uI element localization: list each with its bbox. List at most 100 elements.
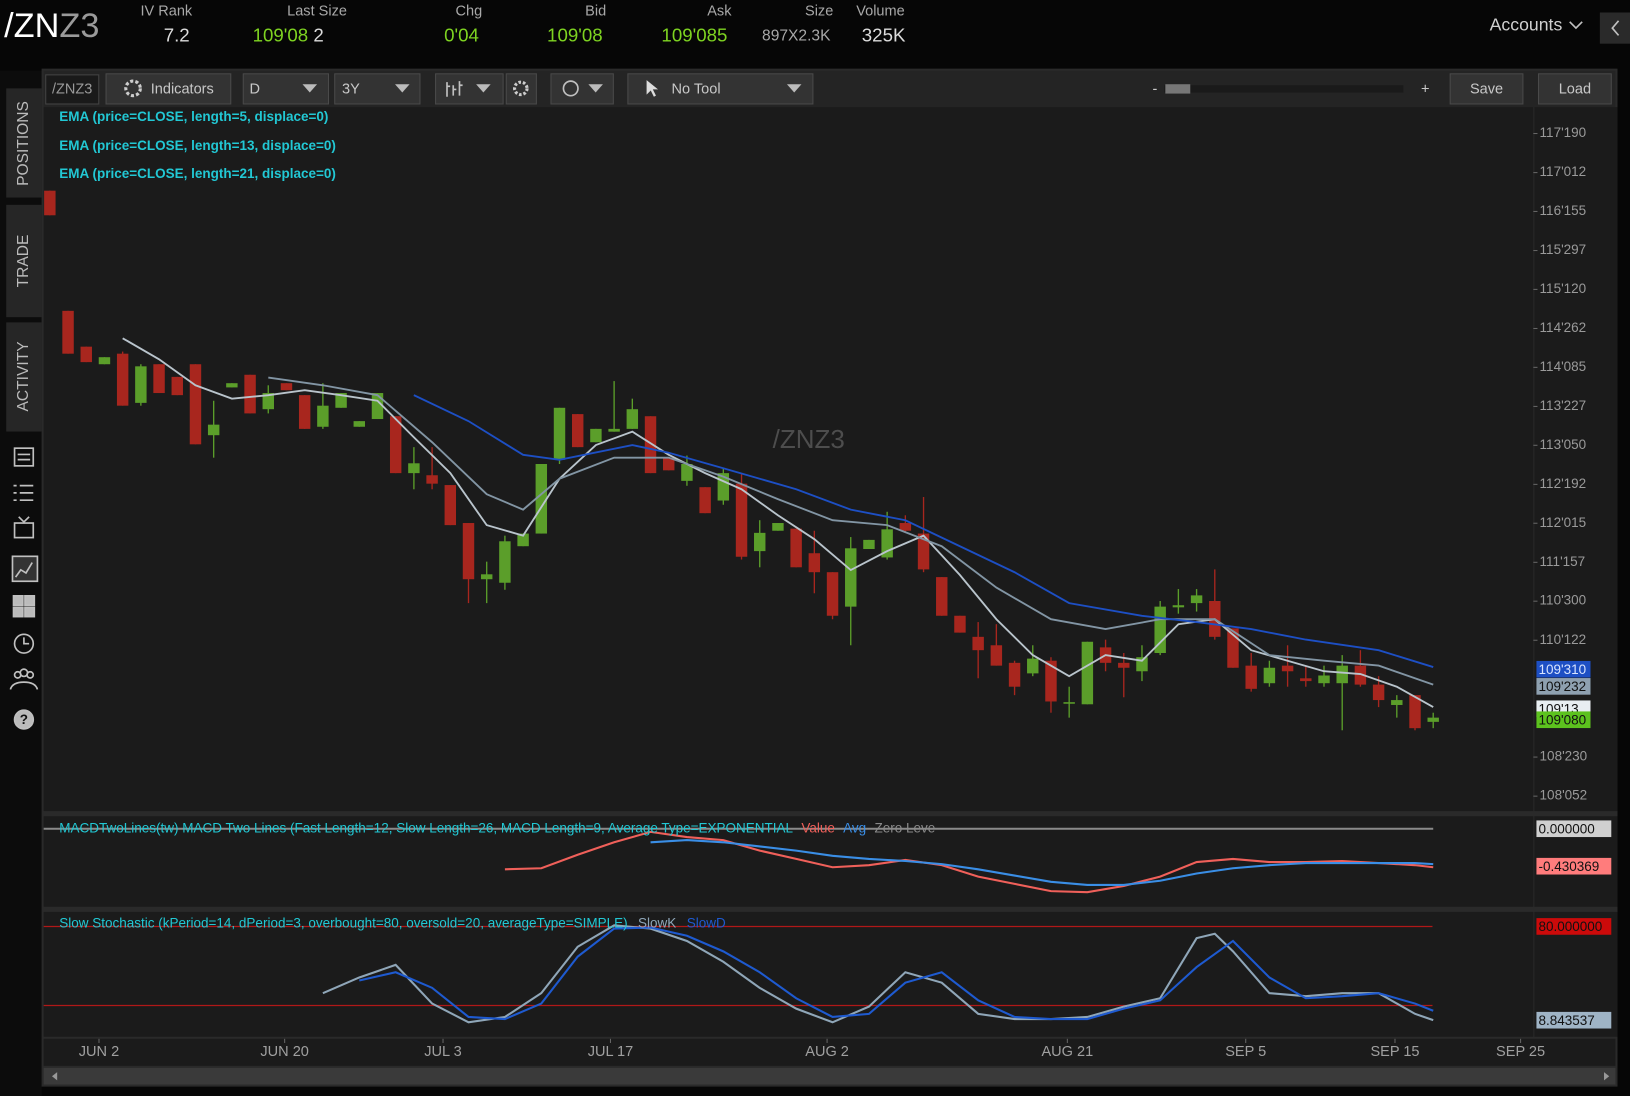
candle-body (972, 636, 984, 651)
field-label: IV Rank (140, 3, 192, 19)
field-label: Size (805, 3, 833, 19)
candle-body (62, 310, 74, 354)
y-tick-label: 112'015 (1540, 515, 1587, 530)
period-select[interactable] (334, 73, 421, 105)
accounts-chevron[interactable] (1569, 21, 1583, 30)
watermark: /ZNZ3 (773, 424, 845, 454)
candle-body (189, 364, 202, 445)
aggregation-label[interactable]: D (249, 81, 260, 97)
chart-type-select[interactable] (435, 73, 504, 105)
side-tab-label[interactable]: TRADE (15, 235, 32, 288)
candle-body (608, 428, 620, 432)
stoch-title: Slow Stochastic (kPeriod=14, dPeriod=3, … (59, 915, 627, 930)
load-button[interactable] (1538, 73, 1612, 105)
side-tab-label[interactable]: POSITIONS (15, 101, 32, 186)
drawing-select[interactable] (550, 73, 614, 105)
scrollbar[interactable] (43, 1067, 1616, 1085)
candle-body (480, 574, 493, 580)
candle-body (1063, 702, 1075, 704)
collapse-button[interactable] (1599, 12, 1630, 44)
candle-body (135, 366, 147, 403)
y-tick-label: 117'012 (1540, 164, 1587, 179)
candle-body (1263, 667, 1276, 684)
axis-box (1536, 918, 1612, 935)
field-label: Last Size (287, 3, 347, 19)
tool-label[interactable]: No Tool (672, 81, 721, 97)
side-tab[interactable] (6, 204, 42, 318)
symbol-box[interactable] (45, 74, 100, 105)
candle-body (1136, 657, 1148, 672)
x-tick-label: AUG 2 (805, 1044, 849, 1060)
candle-body (644, 416, 657, 474)
candle-body (1354, 665, 1367, 685)
candle-body (717, 473, 730, 501)
price-box-label: 109'232 (1539, 679, 1587, 694)
candle-body (116, 353, 129, 406)
zoom-track[interactable] (1164, 85, 1404, 93)
gear-icon (124, 79, 142, 98)
aggregation-select[interactable] (242, 73, 330, 105)
y-tick-label: 114'262 (1540, 320, 1587, 335)
candle-body (408, 463, 420, 474)
x-tick-label: JUL 3 (424, 1044, 461, 1060)
candle-body (1409, 695, 1421, 729)
zoom-out[interactable]: - (1153, 81, 1158, 97)
axis-box (1536, 820, 1612, 838)
candle-body (754, 532, 766, 552)
save-label[interactable]: Save (1470, 81, 1503, 97)
settings-button[interactable] (505, 73, 537, 105)
candle-body (735, 483, 748, 557)
field-value: 109'085 (661, 24, 727, 45)
candle-body (881, 529, 893, 558)
last-price: 109'08 (253, 24, 309, 45)
candle-body (1281, 665, 1294, 672)
zoom-thumb[interactable] (1165, 84, 1191, 94)
candle-body (936, 577, 948, 616)
side-tab-label[interactable]: ACTIVITY (15, 341, 32, 412)
y-tick-label: 113'227 (1540, 398, 1587, 413)
x-tick-label: AUG 21 (1041, 1044, 1093, 1060)
study-line (268, 376, 1434, 686)
zoom-in[interactable]: + (1421, 81, 1429, 97)
y-tick-label: 114'085 (1540, 359, 1587, 374)
candle-body (899, 523, 912, 531)
candle-body (571, 414, 584, 448)
legend-entry: Zero Leve (875, 820, 936, 835)
study-label: EMA (price=CLOSE, length=5, displace=0) (59, 109, 328, 124)
candle-body (335, 393, 347, 408)
save-button[interactable] (1449, 73, 1524, 105)
accounts-menu[interactable]: Accounts (1490, 15, 1563, 35)
candle-body (426, 475, 438, 484)
field-label: Ask (707, 3, 732, 19)
candle-body (1027, 658, 1039, 674)
tool-select[interactable] (627, 73, 814, 105)
side-icons[interactable] (9, 447, 39, 730)
candle-body (990, 645, 1003, 666)
candle-body (1318, 675, 1330, 684)
period-label[interactable]: 3Y (342, 81, 360, 97)
help-icon[interactable]: ? (20, 712, 28, 727)
candle-body (262, 393, 274, 410)
y-tick-label: 115'120 (1540, 281, 1587, 296)
side-tab[interactable] (6, 322, 42, 432)
field-value: 897X2.3K (762, 28, 831, 45)
indicators-label[interactable]: Indicators (151, 81, 214, 97)
study-line (650, 839, 1434, 886)
candle-body (44, 190, 56, 216)
field-value: 109'08 2 (253, 24, 324, 45)
y-tick-label: 113'050 (1540, 437, 1587, 452)
symbol-input[interactable]: /ZNZ3 (52, 81, 92, 97)
candle-body (153, 364, 165, 394)
candle-body (1081, 641, 1094, 705)
candle-body (699, 487, 711, 514)
legend-entry: SlowD (687, 915, 726, 930)
side-tab[interactable] (6, 88, 42, 198)
candle-body (353, 421, 366, 427)
value-box (1536, 857, 1612, 875)
candle-body (389, 416, 402, 474)
time-axis (43, 1038, 1616, 1066)
dropdown-arrow (588, 84, 603, 93)
load-label[interactable]: Load (1559, 81, 1591, 97)
